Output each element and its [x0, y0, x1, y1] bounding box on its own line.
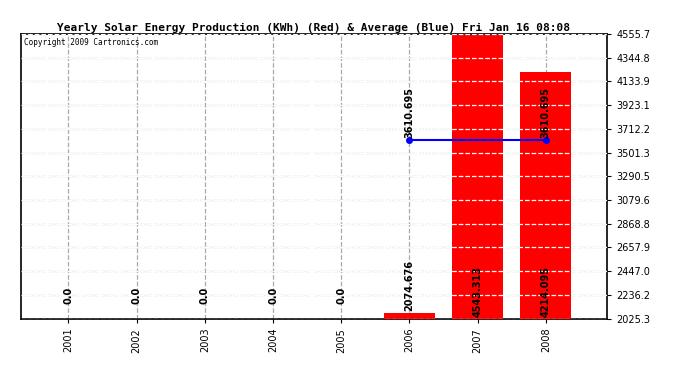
Bar: [520, 72, 571, 319]
Bar: [452, 35, 503, 319]
Text: 0.0: 0.0: [63, 287, 73, 304]
Text: 0.0: 0.0: [200, 287, 210, 304]
Text: 3610.695: 3610.695: [404, 87, 415, 138]
Title: Yearly Solar Energy Production (KWh) (Red) & Average (Blue) Fri Jan 16 08:08: Yearly Solar Energy Production (KWh) (Re…: [57, 23, 571, 33]
Text: Copyright 2009 Cartronics.com: Copyright 2009 Cartronics.com: [23, 38, 158, 47]
Text: 0.0: 0.0: [132, 287, 141, 304]
Text: 2074.676: 2074.676: [404, 260, 415, 311]
Text: 0.0: 0.0: [336, 287, 346, 304]
Text: 4543.313: 4543.313: [473, 266, 482, 317]
Text: 3610.695: 3610.695: [541, 87, 551, 138]
Text: 0.0: 0.0: [268, 287, 278, 304]
Text: 4214.095: 4214.095: [541, 266, 551, 317]
Bar: [384, 313, 435, 319]
